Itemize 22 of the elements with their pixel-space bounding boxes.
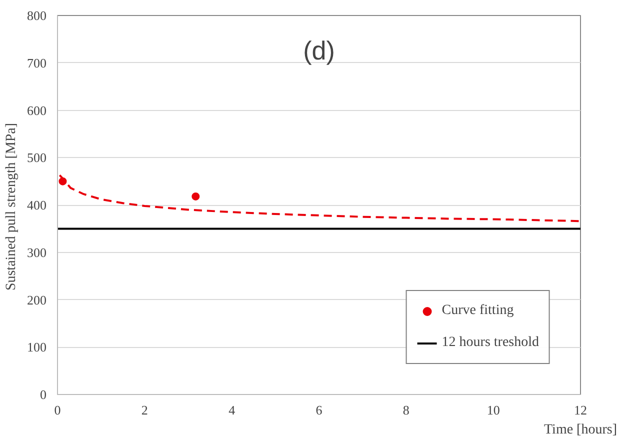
annotation: (d) [303,36,335,66]
legend-label: Curve fitting [442,303,514,319]
x-tick-label: 2 [141,402,148,418]
y-tick-label: 500 [27,150,46,166]
legend-label: 12 hours treshold [442,335,539,351]
x-tick-label: 0 [54,402,61,418]
y-axis-title: Sustained pull strength [MPa] [4,122,19,291]
y-tick-label: 800 [27,8,46,23]
x-tick-label: 6 [316,402,323,418]
x-tick-label: 4 [228,402,236,418]
y-tick-label: 400 [27,198,46,212]
x-tick-label: 10 [486,402,500,418]
y-tick-label: 300 [27,244,46,260]
y-tick-label: 700 [27,55,46,70]
y-tick-label: 100 [27,340,46,355]
x-axis-title: Time [hours] [544,422,618,438]
y-tick-label: 600 [27,102,46,118]
x-tick-label: 8 [402,402,410,418]
y-tick-label: 200 [27,292,46,308]
x-tick-label: 12 [574,402,587,418]
y-tick-label: 0 [40,387,46,402]
line-series [58,174,580,222]
